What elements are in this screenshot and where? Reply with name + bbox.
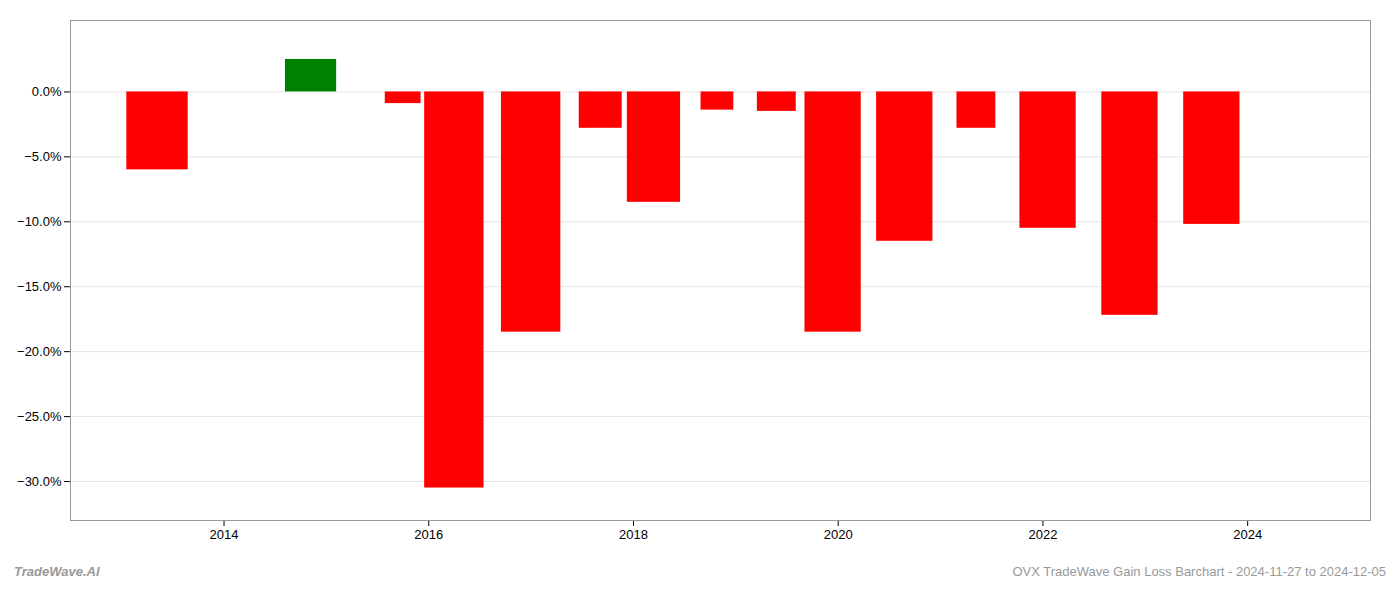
html-text:TradeWave.AI: TradeWave.AI bbox=[14, 564, 100, 579]
svg-text:−30.0%: −30.0% bbox=[17, 474, 62, 489]
svg-text:−10.0%: −10.0% bbox=[17, 214, 62, 229]
svg-text:2024: 2024 bbox=[1233, 527, 1262, 542]
svg-text:2018: 2018 bbox=[619, 527, 648, 542]
svg-text:−5.0%: −5.0% bbox=[24, 149, 62, 164]
html-text:OVX TradeWave Gain Loss Barcha: OVX TradeWave Gain Loss Barchart - 2024-… bbox=[1012, 564, 1386, 579]
svg-text:−20.0%: −20.0% bbox=[17, 344, 62, 359]
svg-text:2016: 2016 bbox=[414, 527, 443, 542]
svg-text:0.0%: 0.0% bbox=[32, 84, 62, 99]
svg-text:2014: 2014 bbox=[210, 527, 239, 542]
svg-text:2022: 2022 bbox=[1028, 527, 1057, 542]
svg-text:−25.0%: −25.0% bbox=[17, 409, 62, 424]
svg-text:2020: 2020 bbox=[824, 527, 853, 542]
svg-text:−15.0%: −15.0% bbox=[17, 279, 62, 294]
